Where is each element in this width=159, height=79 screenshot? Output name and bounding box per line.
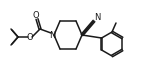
Text: N: N	[94, 14, 100, 23]
Text: O: O	[27, 32, 33, 41]
Text: N: N	[49, 30, 55, 40]
Text: O: O	[33, 11, 39, 20]
